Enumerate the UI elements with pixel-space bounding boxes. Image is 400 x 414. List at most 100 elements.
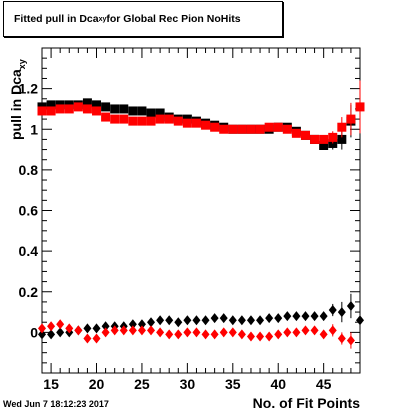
- data-point-diamond: [292, 311, 301, 322]
- data-point-square: [82, 98, 92, 108]
- data-point-diamond: [65, 323, 74, 334]
- data-point-diamond: [119, 325, 128, 336]
- x-tick-label: 40: [270, 376, 286, 392]
- series-1: [37, 80, 365, 144]
- data-point-square: [119, 104, 129, 114]
- y-tick-label: 1.2: [19, 81, 39, 97]
- data-point-square: [155, 114, 165, 124]
- data-point-square: [201, 120, 211, 130]
- data-point-diamond: [219, 327, 228, 338]
- data-point-square: [337, 122, 347, 132]
- data-point-square: [219, 124, 229, 134]
- data-point-diamond: [192, 327, 201, 338]
- data-point-diamond: [292, 327, 301, 338]
- data-point-diamond: [156, 315, 165, 326]
- data-point-diamond: [56, 319, 65, 330]
- data-point-diamond: [47, 321, 56, 332]
- data-point-diamond: [47, 329, 56, 340]
- x-tick-label: 35: [225, 376, 241, 392]
- data-point-diamond: [319, 329, 328, 340]
- data-point-diamond: [328, 325, 337, 336]
- data-point-diamond: [110, 325, 119, 336]
- data-point-square: [110, 104, 120, 114]
- data-point-square: [319, 141, 329, 150]
- data-point-square: [155, 108, 165, 118]
- data-point-diamond: [101, 321, 110, 332]
- plot-frame: [41, 47, 361, 374]
- data-point-diamond: [274, 329, 283, 340]
- data-point-diamond: [328, 305, 337, 316]
- data-point-diamond: [283, 311, 292, 322]
- data-point-square: [210, 122, 220, 132]
- data-point-diamond: [265, 331, 274, 342]
- data-point-diamond: [228, 315, 237, 326]
- y-tick-label: 0: [30, 324, 38, 340]
- data-point-diamond: [346, 335, 355, 346]
- data-point-diamond: [83, 333, 92, 344]
- chart-title: Fitted pull in Dca xy for Global Rec Pion…: [3, 1, 283, 37]
- x-tick-label: 25: [134, 376, 150, 392]
- data-point-square: [173, 116, 183, 126]
- data-point-square: [46, 100, 56, 110]
- y-tick-label: 0.6: [19, 203, 39, 219]
- data-point-diamond: [246, 315, 255, 326]
- data-point-square: [164, 114, 174, 124]
- x-axis-label: No. of Fit Points: [252, 395, 360, 411]
- y-axis-label-main: pull in Dca: [8, 69, 24, 140]
- data-point-diamond: [301, 325, 310, 336]
- data-point-square: [237, 124, 247, 134]
- y-tick-label: 0.4: [19, 243, 39, 259]
- data-point-diamond: [219, 313, 228, 324]
- data-point-square: [82, 104, 92, 114]
- x-tick-label: 30: [180, 376, 196, 392]
- data-point-diamond: [319, 311, 328, 322]
- data-point-diamond: [128, 319, 137, 330]
- data-point-diamond: [174, 329, 183, 340]
- data-point-diamond: [137, 319, 146, 330]
- data-point-diamond: [156, 327, 165, 338]
- data-point-diamond: [74, 325, 83, 336]
- data-point-diamond: [128, 325, 137, 336]
- data-point-diamond: [274, 313, 283, 324]
- data-point-square: [101, 112, 111, 122]
- data-point-diamond: [183, 315, 192, 326]
- data-point-square: [273, 122, 283, 132]
- data-point-diamond: [83, 323, 92, 334]
- data-point-diamond: [183, 327, 192, 338]
- data-point-square: [110, 114, 120, 124]
- data-point-diamond: [265, 313, 274, 324]
- data-point-square: [291, 128, 301, 138]
- data-point-diamond: [165, 315, 174, 326]
- data-point-diamond: [38, 329, 46, 340]
- data-point-diamond: [356, 315, 364, 326]
- data-point-square: [146, 108, 156, 118]
- data-point-square: [137, 106, 147, 116]
- data-point-diamond: [283, 327, 292, 338]
- series-3: [38, 319, 355, 349]
- data-point-square: [119, 114, 129, 124]
- data-point-square: [64, 104, 74, 114]
- data-point-diamond: [301, 311, 310, 322]
- data-point-diamond: [337, 333, 346, 344]
- data-point-square: [246, 124, 256, 134]
- data-point-diamond: [147, 317, 156, 328]
- data-point-square: [128, 116, 138, 126]
- data-point-square: [255, 124, 265, 134]
- data-point-diamond: [310, 325, 319, 336]
- data-point-square: [128, 106, 138, 116]
- data-point-diamond: [237, 315, 246, 326]
- chart-title-sub: xy: [98, 15, 107, 23]
- data-point-square: [37, 106, 47, 116]
- data-point-diamond: [337, 307, 346, 318]
- data-point-diamond: [210, 313, 219, 324]
- data-point-square: [191, 118, 201, 128]
- data-point-diamond: [92, 333, 101, 344]
- data-point-square: [355, 102, 365, 112]
- data-point-square: [137, 116, 147, 126]
- data-point-square: [92, 106, 102, 116]
- x-tick-label: 45: [316, 376, 332, 392]
- data-point-square: [319, 134, 329, 144]
- chart-title-main: Fitted pull in Dca: [14, 13, 99, 25]
- data-marks: [37, 80, 365, 349]
